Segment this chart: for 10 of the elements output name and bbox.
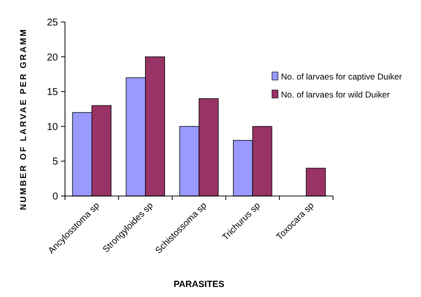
y-tick-label: 15	[46, 87, 58, 98]
y-tick-label: 0	[52, 192, 58, 202]
y-tick-label: 10	[46, 122, 58, 133]
y-tick-label: 5	[52, 156, 58, 168]
y-tick-label: 25	[46, 18, 58, 28]
legend-label: No. of larvaes for wild Duiker	[281, 90, 390, 100]
legend-label: No. of larvaes for captive Duiker	[281, 72, 402, 82]
x-axis-title: PARASITES	[174, 279, 224, 289]
y-tick-label: 20	[46, 52, 58, 64]
y-axis-title: NUMBER OF LARVAE PER GRAMM	[18, 28, 28, 210]
